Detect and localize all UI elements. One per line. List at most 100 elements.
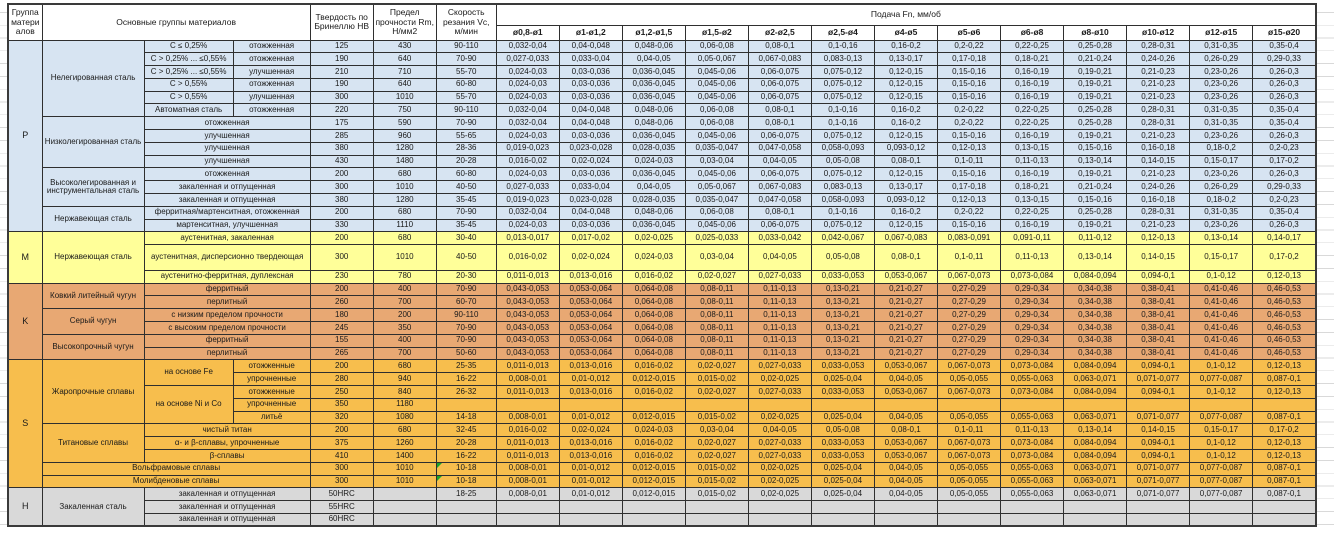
feed-cell: 0,04-0,048: [558, 39, 623, 54]
tensile-strength-cell: 1080: [372, 410, 437, 425]
tensile-strength-cell: 1400: [372, 449, 437, 463]
material-label-cell: отожженная: [232, 77, 311, 92]
feed-cell: 0,23-0,26: [1189, 65, 1254, 79]
feed-cell: 0,16-0,19: [1000, 218, 1065, 233]
feed-cell: 0,27-0,29: [936, 282, 1002, 297]
feed-cell: 0,31-0,35: [1189, 205, 1254, 220]
feed-cell: [810, 500, 875, 514]
header-diameter-range: ø1,2-ø1,5: [621, 24, 686, 41]
feed-cell: 0,17-0,18: [936, 52, 1002, 67]
feed-cell: 0,053-0,067: [873, 385, 938, 399]
feed-cell: [1126, 512, 1191, 527]
material-label-cell: Низколегированная сталь: [41, 116, 145, 169]
feed-cell: 0,094-0,1: [1126, 269, 1191, 284]
material-label-cell: с высоким пределом прочности: [143, 321, 311, 335]
material-label-cell: отожженная: [143, 116, 311, 131]
feed-cell: 0,08-0,11: [684, 321, 749, 335]
tensile-strength-cell: 680: [372, 167, 437, 182]
feed-cell: 0,053-0,067: [873, 269, 938, 284]
cutting-speed-cell: 70-90: [435, 116, 497, 131]
feed-cell: [1126, 500, 1191, 514]
material-label-cell: закаленная и отпущенная: [143, 487, 311, 502]
feed-cell: 0,29-0,34: [1000, 321, 1065, 335]
hardness-cell: 200: [309, 282, 374, 297]
feed-cell: [747, 500, 812, 514]
feed-cell: 0,05-0,08: [810, 154, 875, 169]
feed-cell: 0,21-0,23: [1126, 90, 1191, 105]
feed-cell: [684, 397, 749, 412]
material-label-cell: улучшенная: [232, 90, 311, 105]
feed-cell: 0,067-0,073: [936, 269, 1002, 284]
cutting-speed-cell: 35-45: [435, 193, 497, 207]
feed-cell: 0,027-0,033: [495, 180, 560, 195]
feed-cell: 0,024-0,03: [495, 167, 560, 182]
feed-cell: 0,21-0,23: [1126, 218, 1191, 233]
feed-cell: 0,053-0,067: [873, 449, 938, 463]
feed-cell: 0,21-0,27: [873, 282, 938, 297]
feed-cell: 0,058-0,093: [810, 193, 875, 207]
feed-cell: [558, 500, 623, 514]
feed-cell: 0,21-0,27: [873, 346, 938, 361]
feed-cell: 0,18-0,21: [1000, 52, 1065, 67]
table-row: С > 0,25% ... ≤0,55% улучшенная 210 710 55-7…: [8, 65, 1317, 79]
table-row: M Нержавеющая сталь аустенитная, закаленна…: [7, 231, 1317, 284]
cutting-speed-cell: 25-35: [435, 359, 497, 374]
feed-cell: 0,2-0,22: [936, 205, 1002, 220]
feed-cell: 0,08-0,1: [747, 116, 812, 131]
feed-cell: 0,16-0,18: [1126, 141, 1191, 156]
feed-cell: 0,04-0,05: [873, 372, 938, 387]
feed-cell: 0,02-0,027: [684, 269, 749, 284]
feed-cell: 0,01-0,012: [558, 372, 623, 387]
feed-cell: 0,12-0,15: [873, 65, 938, 79]
material-label-cell: на основе Fe: [143, 359, 234, 387]
hardness-cell: 300: [309, 180, 374, 195]
feed-cell: 0,063-0,071: [1063, 410, 1128, 425]
feed-cell: 0,033-0,053: [810, 269, 875, 284]
feed-cell: 0,38-0,41: [1126, 346, 1191, 361]
feed-cell: 0,15-0,16: [1063, 141, 1128, 156]
group-letter-cell: P: [7, 39, 43, 233]
feed-cell: 0,26-0,3: [1252, 65, 1317, 79]
table-row: P Нелегированная сталь С ≤ 0,25% отожженная…: [7, 39, 1317, 233]
cutting-speed-cell: 40-50: [435, 180, 497, 195]
feed-cell: 0,12-0,15: [873, 129, 938, 143]
hardness-cell: 260: [309, 295, 374, 310]
feed-cell: 0,23-0,26: [1189, 167, 1254, 182]
tensile-strength-cell: 590: [372, 116, 437, 131]
feed-cell: 0,34-0,38: [1063, 321, 1128, 335]
feed-cell: 0,17-0,2: [1252, 154, 1317, 169]
feed-cell: 0,38-0,41: [1126, 295, 1191, 310]
feed-cell: 0,043-0,053: [495, 333, 560, 348]
cutting-speed-cell: 70-90: [435, 52, 497, 67]
tensile-strength-cell: 430: [372, 39, 437, 54]
feed-cell: 0,084-0,094: [1063, 436, 1128, 450]
feed-cell: 0,094-0,1: [1126, 385, 1191, 399]
feed-cell: 0,08-0,1: [747, 103, 812, 118]
feed-cell: 0,011-0,013: [495, 436, 560, 450]
feed-cell: 0,1-0,12: [1189, 436, 1254, 450]
feed-cell: 0,1-0,11: [936, 154, 1002, 169]
feed-cell: [495, 512, 560, 527]
feed-cell: 0,025-0,04: [810, 461, 875, 476]
feed-cell: 0,21-0,23: [1126, 65, 1191, 79]
feed-cell: 0,053-0,064: [558, 282, 623, 297]
feed-cell: 0,2-0,22: [936, 103, 1002, 118]
tensile-strength-cell: 1180: [372, 397, 437, 412]
hardness-cell: 175: [309, 116, 374, 131]
feed-cell: 0,024-0,03: [621, 244, 686, 271]
feed-cell: 0,071-0,077: [1126, 410, 1191, 425]
feed-cell: 0,008-0,01: [495, 461, 560, 476]
feed-cell: [1252, 500, 1317, 514]
header-diameter-range: ø10-ø12: [1126, 24, 1191, 41]
feed-cell: 0,27-0,29: [936, 295, 1002, 310]
feed-cell: 0,028-0,035: [621, 141, 686, 156]
feed-cell: 0,41-0,46: [1189, 308, 1254, 323]
feed-cell: 0,027-0,033: [747, 436, 812, 450]
material-label-cell: β-сплавы: [143, 449, 311, 463]
feed-cell: 0,04-0,05: [873, 410, 938, 425]
feed-cell: 0,024-0,03: [621, 423, 686, 438]
tensile-strength-cell: 750: [372, 103, 437, 118]
material-label-cell: упрочненные: [232, 372, 311, 387]
feed-cell: 0,02-0,025: [747, 487, 812, 502]
feed-cell: 0,13-0,15: [1000, 141, 1065, 156]
